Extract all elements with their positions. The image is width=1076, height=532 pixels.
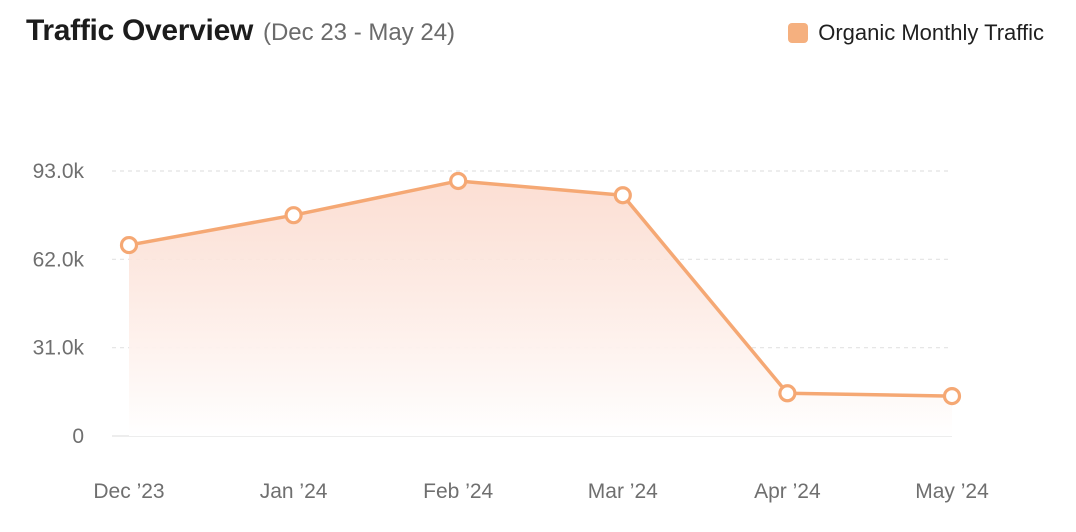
y-tick-label: 0 [72,425,84,448]
x-tick-label: May ’24 [915,480,989,503]
y-axis: 0 31.0k 62.0k 93.0k [33,160,85,448]
data-point [284,206,303,225]
data-point [449,171,468,191]
series-line-layer [128,179,953,398]
data-point [778,384,797,403]
y-tick-label: 62.0k [33,248,85,271]
chart-legend[interactable]: Organic Monthly Traffic [788,20,1044,46]
legend-swatch [788,23,809,43]
x-tick-label: Jan ’24 [260,480,328,503]
x-tick-label: Feb ’24 [423,480,493,503]
x-tick-label: Apr ’24 [754,480,821,503]
chart-subtitle: (Dec 23 - May 24) [262,19,456,46]
data-point [119,235,139,255]
series-area [129,180,952,436]
x-tick-label: Mar ’24 [588,480,658,503]
y-tick-label: 93.0k [33,160,85,183]
x-axis: Dec ’23 Jan ’24 Feb ’24 Mar ’24 Apr ’24 May ’… [93,480,989,503]
x-tick-label: Dec ’23 [93,480,164,503]
data-points [119,171,962,406]
chart-header: Traffic Overview (Dec 23 - May 24) [26,14,455,54]
data-point [613,186,632,205]
y-tick-label: 31.0k [33,337,85,360]
chart-title: Traffic Overview [26,14,253,47]
series-line [128,179,953,398]
data-point [942,387,962,406]
legend-label: Organic Monthly Traffic [818,20,1044,45]
area-fill-layer [129,180,952,436]
